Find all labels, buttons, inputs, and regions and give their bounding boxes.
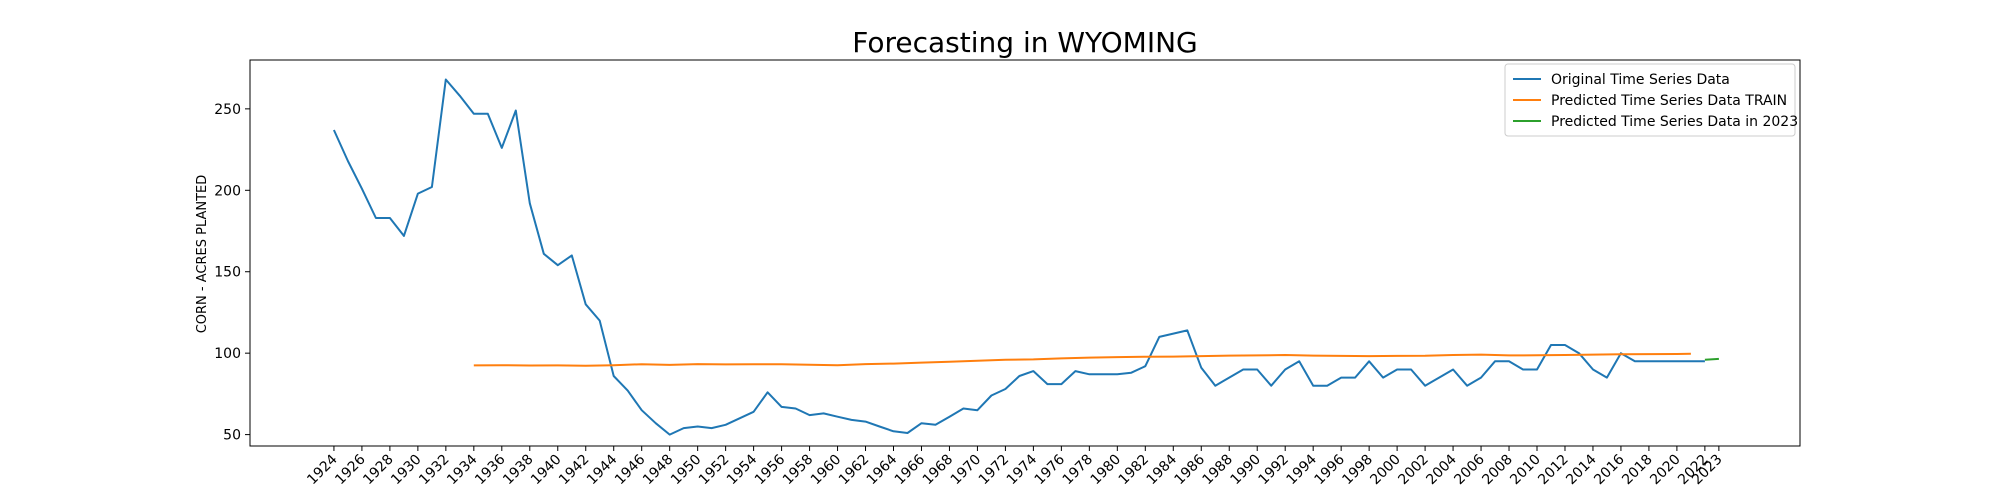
x-tick-label: 1962 — [836, 452, 873, 489]
x-tick-label: 1936 — [472, 451, 509, 488]
x-tick-label: 2006 — [1451, 451, 1488, 488]
series-line-0 — [332, 78, 1705, 436]
x-tick-label: 1932 — [416, 452, 453, 489]
x-tick-label: 1944 — [584, 451, 621, 488]
x-tick-label: 1972 — [976, 452, 1013, 489]
x-tick-label: 1964 — [864, 451, 901, 488]
y-tick-label: 250 — [214, 102, 241, 118]
x-tick-label: 2018 — [1619, 452, 1656, 489]
x-tick-label: 2004 — [1423, 451, 1460, 488]
legend-label: Original Time Series Data — [1551, 72, 1730, 88]
x-tick-label: 1986 — [1172, 451, 1209, 488]
x-tick-label: 1956 — [752, 451, 789, 488]
x-tick-label: 2014 — [1563, 451, 1600, 488]
x-tick-label: 1934 — [444, 451, 481, 488]
x-tick-label: 1980 — [1088, 452, 1125, 489]
legend-box — [1504, 63, 1796, 137]
x-tick-label: 2010 — [1507, 452, 1544, 489]
x-tick-label: 1946 — [612, 451, 649, 488]
x-tick-label: 2008 — [1479, 452, 1516, 489]
x-tick-label: 1988 — [1200, 452, 1237, 489]
x-tick-label: 2000 — [1367, 452, 1404, 489]
x-tick-label: 2020 — [1647, 452, 1684, 489]
plot-content — [332, 78, 1719, 436]
series-line-1 — [473, 352, 1691, 367]
series-line-2 — [1704, 357, 1719, 361]
x-tick-label: 1952 — [696, 452, 733, 489]
x-tick-label: 1950 — [668, 452, 705, 489]
y-tick-label: 200 — [214, 183, 241, 199]
x-tick-label: 1970 — [948, 452, 985, 489]
x-tick-label: 1966 — [892, 451, 929, 488]
x-tick-label: 1938 — [500, 452, 537, 489]
legend-label: Predicted Time Series Data TRAIN — [1551, 93, 1787, 109]
y-axis: 50 100 150 200 250 — [214, 102, 250, 444]
x-tick-label: 1990 — [1228, 452, 1265, 489]
y-tick-label: 50 — [223, 428, 241, 444]
y-tick-label: 100 — [214, 346, 241, 362]
y-tick-label: 150 — [214, 265, 241, 281]
x-tick-label: 1992 — [1256, 452, 1293, 489]
legend-label: Predicted Time Series Data in 2023 — [1551, 114, 1798, 130]
x-tick-label: 1940 — [528, 452, 565, 489]
x-tick-label: 1958 — [780, 452, 817, 489]
x-tick-label: 1996 — [1311, 451, 1348, 488]
x-tick-label: 1976 — [1032, 451, 1069, 488]
x-tick-label: 1984 — [1144, 451, 1181, 488]
x-tick-label: 2012 — [1535, 452, 1572, 489]
y-axis-label: CORN - ACRES PLANTED — [195, 175, 210, 334]
x-axis: 1924192619281930193219341936193819401942… — [304, 446, 1726, 489]
x-tick-label: 1968 — [920, 452, 957, 489]
plot-frame — [249, 59, 1801, 447]
x-tick-label: 1930 — [388, 452, 425, 489]
x-tick-label: 1926 — [332, 451, 369, 488]
x-tick-label: 1994 — [1283, 451, 1320, 488]
x-tick-label: 1982 — [1116, 452, 1153, 489]
x-tick-label: 1924 — [304, 451, 341, 488]
x-tick-label: 1954 — [724, 451, 761, 488]
x-tick-label: 2002 — [1395, 452, 1432, 489]
legend: Original Time Series Data Predicted Time … — [1504, 63, 1798, 137]
x-tick-label: 1998 — [1339, 452, 1376, 489]
x-tick-label: 1960 — [808, 452, 845, 489]
x-tick-label: 1942 — [556, 452, 593, 489]
x-tick-label: 2016 — [1591, 451, 1628, 488]
x-tick-label: 1948 — [640, 452, 677, 489]
x-tick-label: 1928 — [360, 452, 397, 489]
x-tick-label: 1978 — [1060, 452, 1097, 489]
chart-title: Forecasting in WYOMING — [852, 26, 1197, 59]
x-tick-label: 1974 — [1004, 451, 1041, 488]
